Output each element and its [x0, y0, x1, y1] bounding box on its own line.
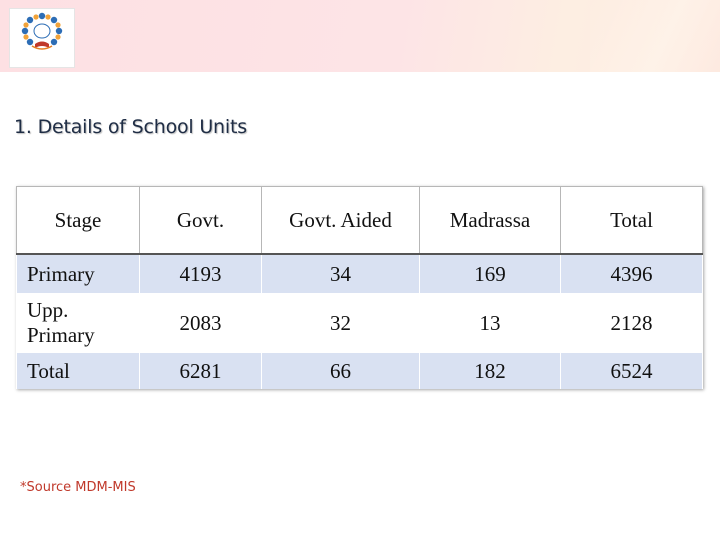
table-header-row: Stage Govt. Govt. Aided Madrassa Total — [16, 186, 703, 255]
govt-cell: 4193 — [139, 254, 262, 293]
column-header-total: Total — [560, 186, 703, 255]
column-header-madrassa: Madrassa — [419, 186, 561, 255]
madrassa-cell: 169 — [419, 254, 561, 293]
total-cell: 6524 — [560, 353, 703, 389]
madrassa-cell: 182 — [419, 353, 561, 389]
govt-aided-cell: 66 — [261, 353, 420, 389]
school-units-table: Stage Govt. Govt. Aided Madrassa Total P… — [16, 186, 703, 389]
table-row: Primary 4193 34 169 4396 — [16, 254, 703, 293]
column-header-govt: Govt. — [139, 186, 262, 255]
total-cell: 2128 — [560, 293, 703, 353]
page-title: 1. Details of School Units — [14, 116, 247, 138]
source-note: *Source MDM-MIS — [20, 480, 136, 495]
govt-aided-cell: 34 — [261, 254, 420, 293]
govt-cell: 2083 — [139, 293, 262, 353]
column-header-govt-aided: Govt. Aided — [261, 186, 420, 255]
table-row: Total 6281 66 182 6524 — [16, 353, 703, 389]
govt-cell: 6281 — [139, 353, 262, 389]
govt-aided-cell: 32 — [261, 293, 420, 353]
stage-cell: Primary — [16, 254, 140, 293]
header-band — [0, 0, 720, 72]
column-header-stage: Stage — [16, 186, 140, 255]
stage-cell: Total — [16, 353, 140, 389]
stage-cell: Upp. Primary — [16, 293, 140, 353]
madrassa-cell: 13 — [419, 293, 561, 353]
total-cell: 4396 — [560, 254, 703, 293]
mid-day-meal-logo-icon — [9, 8, 75, 68]
table-row: Upp. Primary 2083 32 13 2128 — [16, 293, 703, 353]
